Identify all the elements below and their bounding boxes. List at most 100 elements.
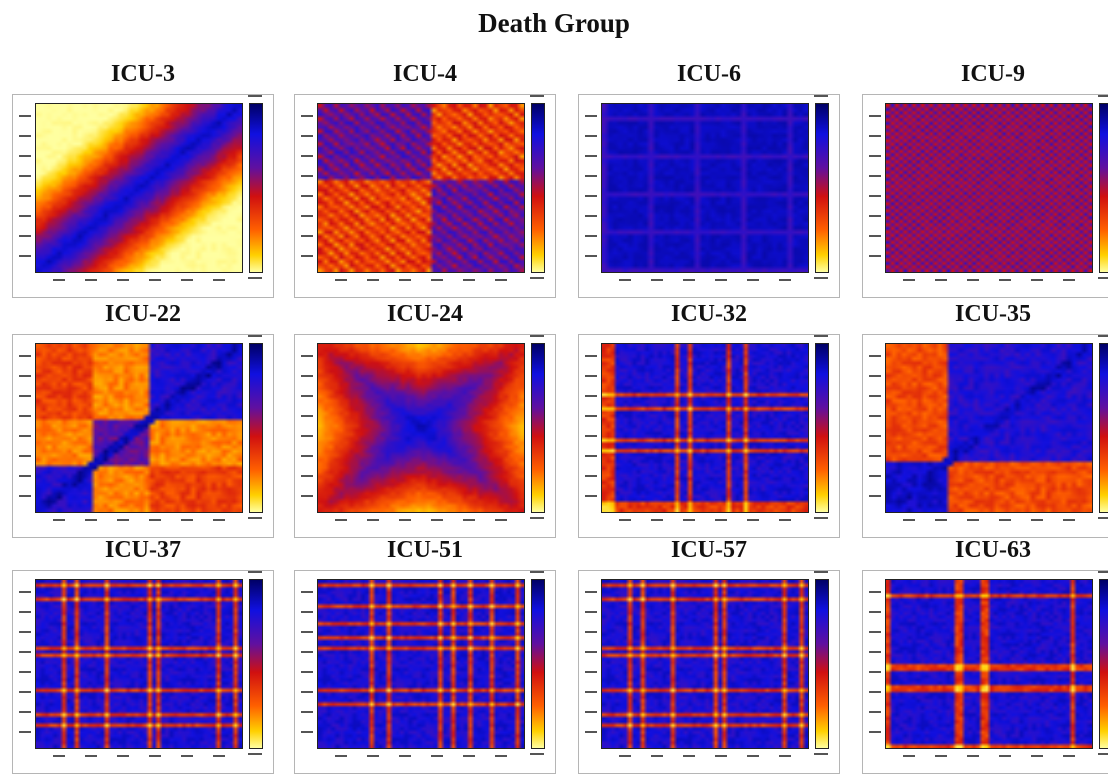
heatmap-cells [36, 104, 242, 272]
panel-title: ICU-57 [671, 537, 747, 563]
heatmap-plot [35, 579, 243, 749]
heatmap-plot [317, 103, 525, 273]
y-tick-mark [585, 731, 597, 733]
x-tick-mark [213, 279, 225, 281]
heatmap-panel: ICU-37 [12, 536, 274, 774]
y-tick-mark [585, 475, 597, 477]
x-tick-mark [399, 755, 411, 757]
y-tick-mark [585, 611, 597, 613]
heatmap-cells [886, 580, 1092, 748]
x-tick-mark [117, 755, 129, 757]
colorbar-tick-mark [814, 517, 828, 519]
x-tick-mark [181, 755, 193, 757]
panel-title: ICU-6 [677, 61, 741, 87]
colorbar-tick-mark [814, 753, 828, 755]
y-tick-mark [301, 155, 313, 157]
x-tick-mark [619, 519, 631, 521]
y-tick-mark [19, 135, 31, 137]
x-tick-mark [967, 279, 979, 281]
y-tick-mark [19, 691, 31, 693]
x-tick-mark [999, 755, 1011, 757]
x-tick-mark [431, 279, 443, 281]
heatmap-plot [885, 579, 1093, 749]
y-tick-mark [19, 631, 31, 633]
x-tick-mark [399, 279, 411, 281]
panel-title: ICU-37 [105, 537, 181, 563]
y-tick-mark [301, 175, 313, 177]
x-tick-mark [999, 279, 1011, 281]
x-tick-mark [779, 519, 791, 521]
y-tick-mark [301, 375, 313, 377]
x-tick-mark [53, 519, 65, 521]
colorbar-tick-mark [248, 571, 262, 573]
y-tick-mark [869, 415, 881, 417]
y-tick-mark [19, 215, 31, 217]
x-tick-mark [463, 279, 475, 281]
y-tick-mark [869, 631, 881, 633]
x-tick-mark [619, 279, 631, 281]
heatmap-panel: ICU-24 [294, 300, 556, 538]
y-tick-mark [301, 631, 313, 633]
y-tick-mark [869, 135, 881, 137]
panel-title: ICU-24 [387, 301, 463, 327]
y-tick-mark [585, 215, 597, 217]
y-tick-mark [301, 115, 313, 117]
x-tick-mark [683, 279, 695, 281]
y-tick-mark [585, 455, 597, 457]
y-tick-mark [869, 495, 881, 497]
x-tick-mark [903, 755, 915, 757]
x-tick-mark [335, 755, 347, 757]
heatmap-cells [886, 104, 1092, 272]
colorbar-tick-mark [1098, 517, 1108, 519]
colorbar [249, 103, 263, 273]
y-tick-mark [585, 711, 597, 713]
panel-title: ICU-4 [393, 61, 457, 87]
y-tick-mark [301, 591, 313, 593]
colorbar-tick-mark [248, 517, 262, 519]
panel-title: ICU-22 [105, 301, 181, 327]
colorbar [815, 579, 829, 749]
heatmap-panel: ICU-32 [578, 300, 840, 538]
x-tick-mark [495, 519, 507, 521]
x-tick-mark [651, 519, 663, 521]
y-tick-mark [869, 455, 881, 457]
colorbar-tick-mark [814, 335, 828, 337]
y-tick-mark [19, 255, 31, 257]
x-tick-mark [1063, 279, 1075, 281]
colorbar-tick-mark [530, 517, 544, 519]
y-tick-mark [869, 255, 881, 257]
x-tick-mark [1031, 755, 1043, 757]
x-tick-mark [1031, 519, 1043, 521]
y-tick-mark [301, 611, 313, 613]
y-tick-mark [19, 611, 31, 613]
x-tick-mark [967, 755, 979, 757]
y-tick-mark [301, 255, 313, 257]
y-tick-mark [301, 415, 313, 417]
colorbar [531, 343, 545, 513]
plot-frame [12, 94, 274, 298]
figure-title: Death Group [478, 8, 630, 38]
x-tick-mark [367, 519, 379, 521]
x-tick-mark [747, 755, 759, 757]
y-tick-mark [301, 691, 313, 693]
heatmap-panel: ICU-51 [294, 536, 556, 774]
colorbar-tick-mark [248, 95, 262, 97]
heatmap-panel: ICU-63 [862, 536, 1108, 774]
plot-frame [294, 94, 556, 298]
y-tick-mark [869, 115, 881, 117]
heatmap-plot [885, 103, 1093, 273]
heatmap-plot [35, 343, 243, 513]
y-tick-mark [19, 375, 31, 377]
colorbar [815, 103, 829, 273]
y-tick-mark [869, 155, 881, 157]
plot-frame [294, 334, 556, 538]
heatmap-panel: ICU-35 [862, 300, 1108, 538]
plot-frame [578, 570, 840, 774]
heatmap-cells [602, 104, 808, 272]
y-tick-mark [19, 591, 31, 593]
x-tick-mark [213, 519, 225, 521]
y-tick-mark [19, 195, 31, 197]
y-tick-mark [585, 255, 597, 257]
x-tick-mark [1031, 279, 1043, 281]
y-tick-mark [869, 691, 881, 693]
